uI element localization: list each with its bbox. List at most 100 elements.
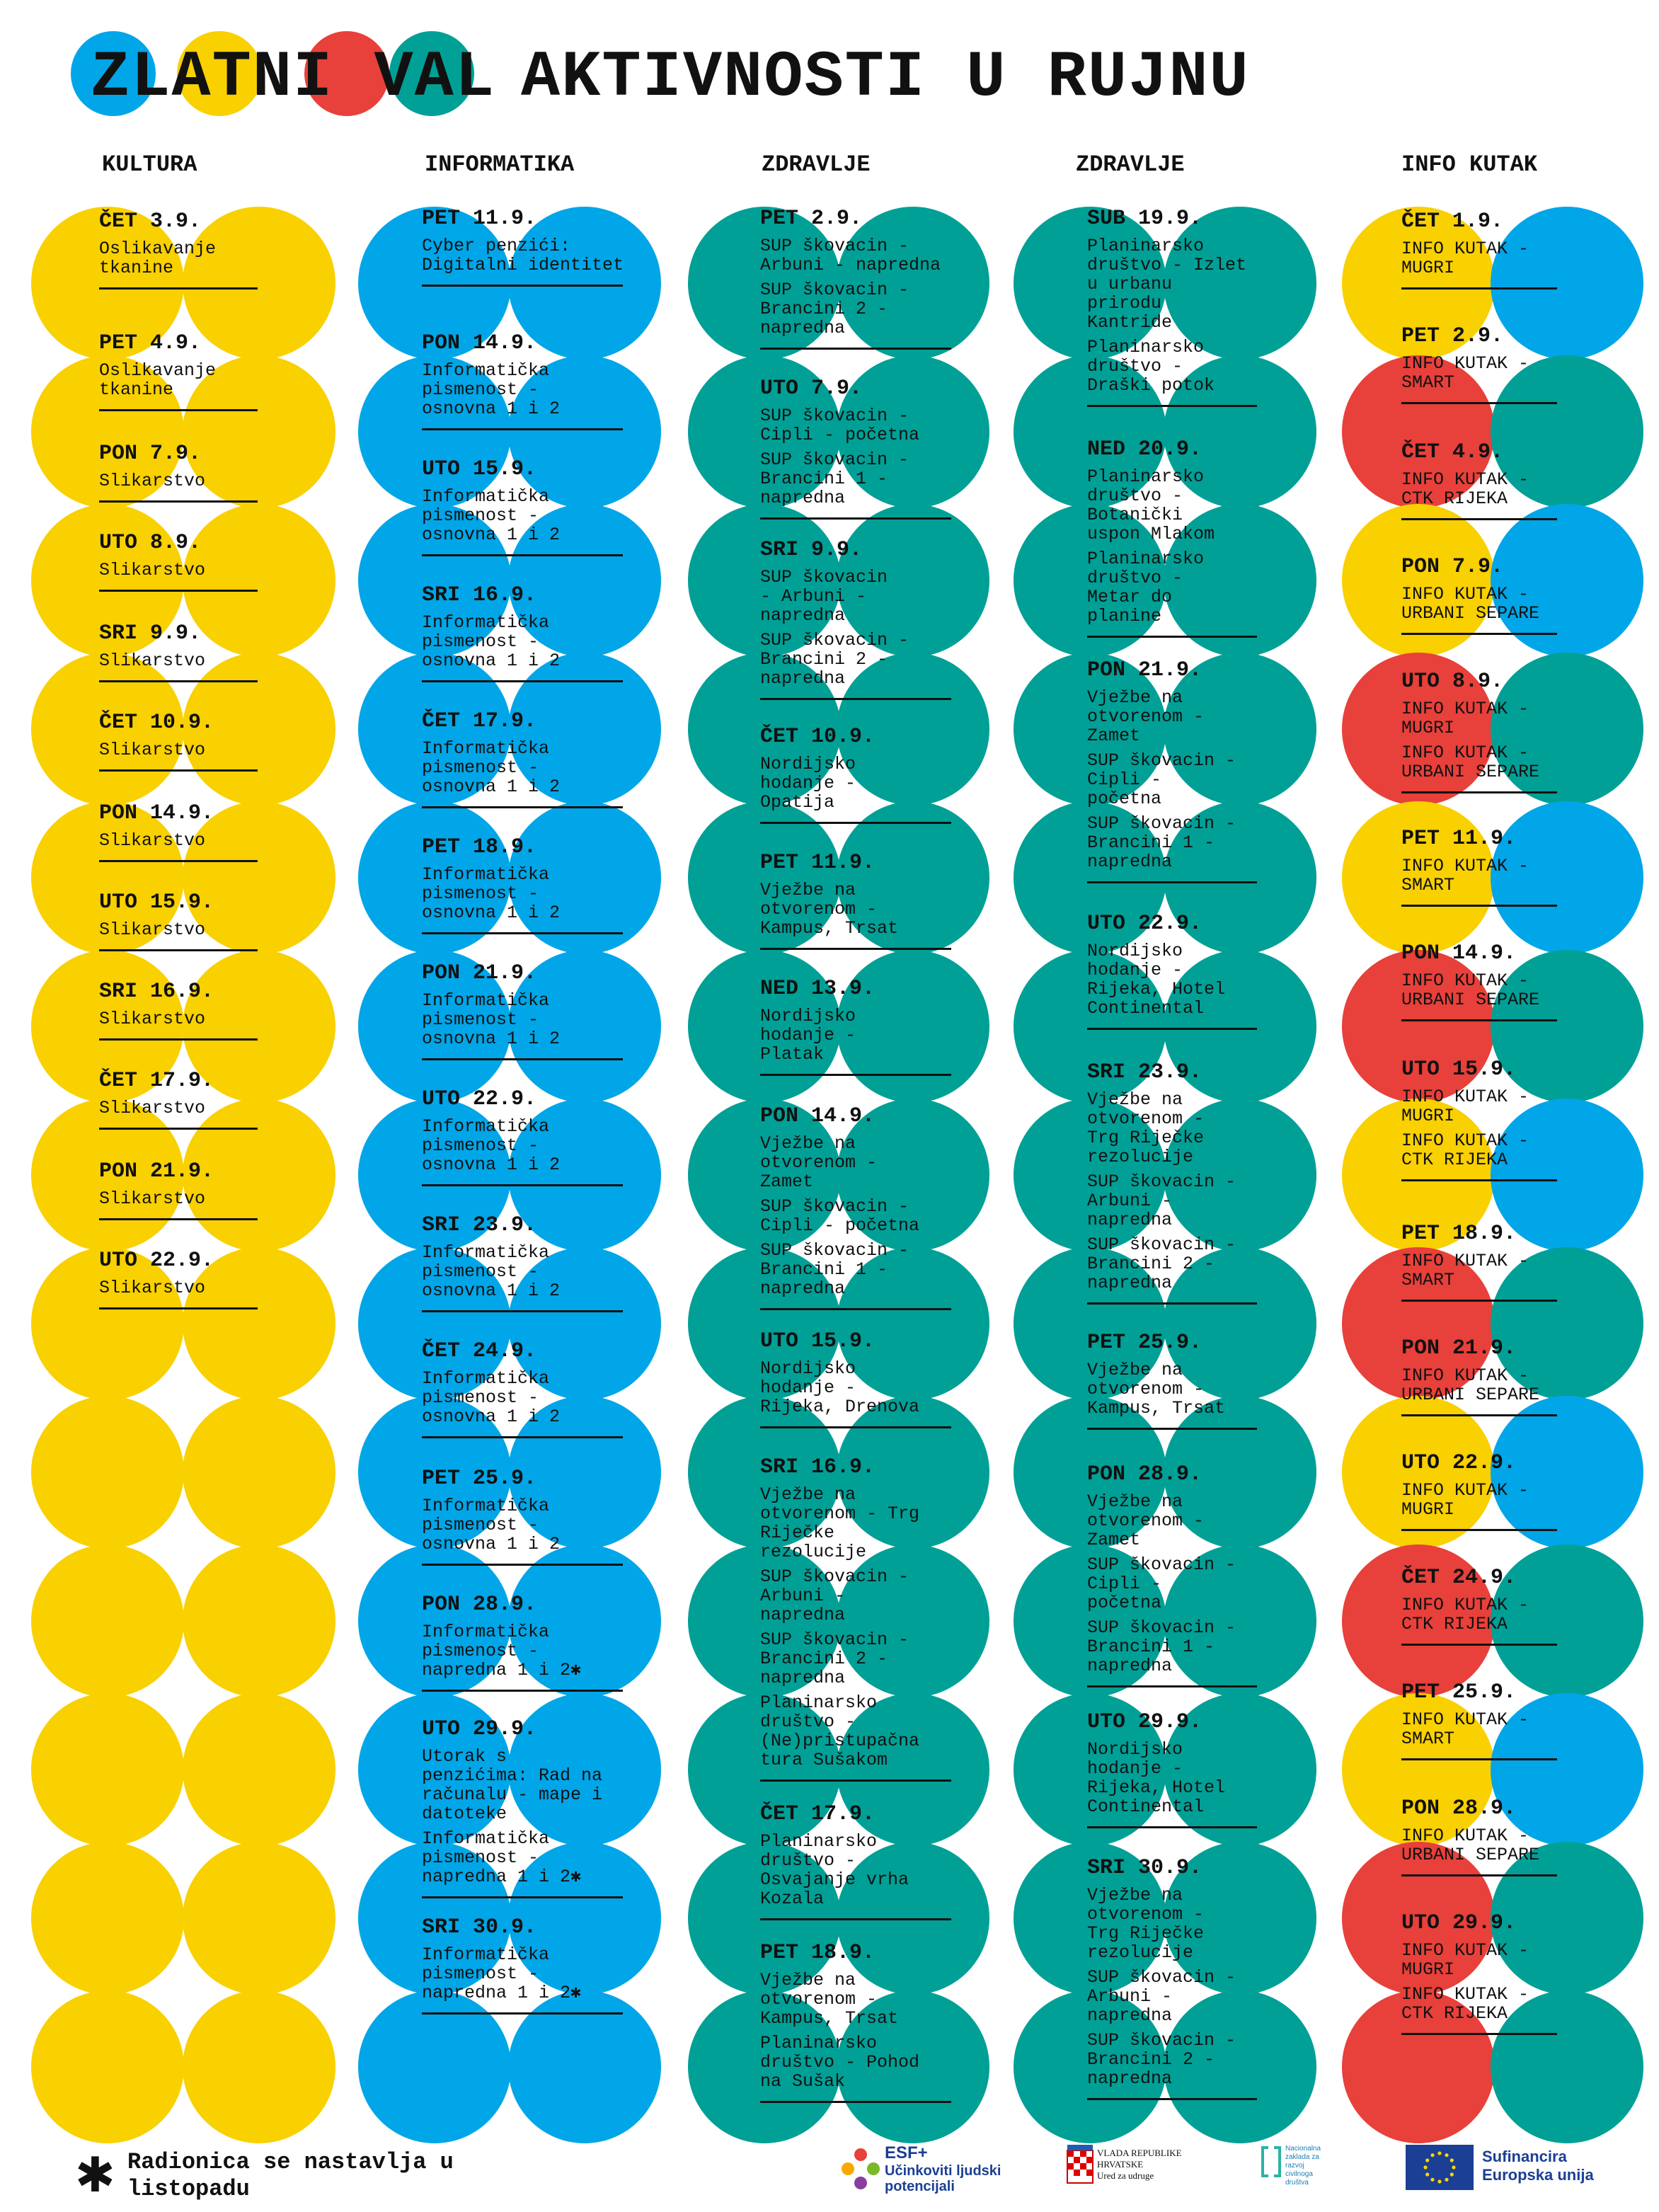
activity: SUP škovacin - Cipli - početna <box>760 1196 920 1236</box>
activity: SUP škovacin - Cipli - početna <box>1087 750 1236 809</box>
entry: PET 25.9. INFO KUTAK - SMART <box>1401 1680 1557 1760</box>
entry-date: SRI 23.9. <box>422 1213 537 1237</box>
deco-circle <box>688 1099 841 1251</box>
deco-circle <box>31 1545 184 1697</box>
deco-circle <box>1491 1396 1643 1549</box>
deco-circle <box>1014 1990 1166 2143</box>
column-heading: INFORMATIKA <box>425 151 575 178</box>
deco-circle <box>1342 1693 1495 1846</box>
deco-circle <box>508 1396 661 1549</box>
deco-circle <box>358 355 511 508</box>
entry: NED 13.9. Nordijsko hodanje - Platak <box>760 977 951 1076</box>
entry-date: SRI 30.9. <box>422 1915 537 1939</box>
activity: Planinarsko društvo - (Ne)pristupačna tu… <box>760 1692 920 1770</box>
deco-circle <box>1164 1693 1316 1846</box>
deco-circle <box>183 1842 335 1995</box>
activity: Vježbe na otvorenom - Zamet <box>1087 1491 1205 1550</box>
activity: SUP škovacin - Arbuni - napredna <box>1087 1171 1236 1230</box>
deco-circle <box>31 207 184 360</box>
activity: Slikarstvo <box>99 471 206 491</box>
deco-circle <box>837 1545 989 1697</box>
activity: Slikarstvo <box>99 1188 206 1209</box>
activity: INFO KUTAK - SMART <box>1401 353 1529 393</box>
underline <box>760 1426 951 1428</box>
underline <box>760 822 951 824</box>
entry-date: NED 20.9. <box>1087 437 1202 462</box>
entry: SRI 23.9. Informatička pismenost - osnovn… <box>422 1213 623 1312</box>
entry: PON 14.9. INFO KUTAK - URBANI SEPARE <box>1401 941 1557 1021</box>
entry: PON 28.9. Vježbe na otvorenom - Zamet SUP … <box>1087 1462 1257 1687</box>
entry-date: UTO 7.9. <box>760 377 863 401</box>
foundation-icon <box>1261 2146 1281 2177</box>
underline <box>1401 905 1557 907</box>
activity: SUP škovacin - Brancini 2 - napredna <box>1087 1234 1236 1293</box>
deco-circle <box>837 801 989 954</box>
underline <box>99 1128 258 1130</box>
underline <box>99 1307 258 1310</box>
underline <box>1401 1300 1557 1302</box>
deco-circle <box>1342 1396 1495 1549</box>
deco-circle <box>508 801 661 954</box>
deco-circle <box>31 1396 184 1549</box>
deco-circle <box>508 653 661 806</box>
underline <box>1401 518 1557 520</box>
entry-date: PET 2.9. <box>1401 324 1504 348</box>
entry-date: PET 25.9. <box>1401 1680 1517 1704</box>
column-heading: ZDRAVLJE <box>1076 151 1185 178</box>
underline <box>422 1896 623 1898</box>
entry: ČET 24.9. Informatička pismenost - osnovn… <box>422 1339 623 1438</box>
deco-circle <box>688 1247 841 1400</box>
deco-circle <box>183 504 335 657</box>
entry-date: ČET 17.9. <box>99 1069 214 1093</box>
subtitle: AKTIVNOSTI U RUJNU <box>521 40 1250 115</box>
activity: Utorak s penzićima: Rad na računalu - ma… <box>422 1746 603 1824</box>
entry: PON 14.9. Vježbe na otvorenom - Zamet SUP … <box>760 1104 951 1310</box>
entry-date: UTO 15.9. <box>760 1329 876 1353</box>
deco-circle <box>71 31 156 116</box>
deco-circle <box>183 207 335 360</box>
entry-date: UTO 29.9. <box>422 1717 537 1741</box>
entry-date: ČET 10.9. <box>760 725 876 749</box>
activity: Slikarstvo <box>99 1009 206 1029</box>
underline <box>422 680 623 682</box>
activity: SUP škovacin - Arbuni - napredna <box>760 1566 909 1625</box>
activity: INFO KUTAK - SMART <box>1401 1251 1529 1290</box>
underline <box>99 287 258 290</box>
deco-circle <box>1491 1545 1643 1697</box>
deco-circle <box>1014 1545 1166 1697</box>
activity: SUP škovacin - Arbuni - napredna <box>760 567 888 626</box>
entry: ČET 24.9. INFO KUTAK - CTK RIJEKA <box>1401 1566 1557 1646</box>
entry: UTO 29.9. Nordijsko hodanje - Rijeka, Hot… <box>1087 1710 1257 1828</box>
activity: SUP škovacin - Brancini 2 - napredna <box>1087 2030 1236 2089</box>
deco-circle <box>1491 1990 1643 2143</box>
deco-circle <box>183 1247 335 1400</box>
deco-circle <box>1342 355 1495 508</box>
entry: ČET 17.9. Planinarsko društvo - Osvajanje… <box>760 1802 951 1920</box>
activity: Cyber penzići: Digitalni identitet <box>422 236 624 275</box>
deco-circle <box>183 653 335 806</box>
deco-circle <box>837 207 989 360</box>
eu-flag <box>1406 2145 1474 2190</box>
activity: INFO KUTAK - MUGRI <box>1401 1940 1529 1980</box>
deco-circle <box>1491 653 1643 806</box>
entry-date: PON 21.9. <box>99 1159 214 1184</box>
deco-circle <box>1014 207 1166 360</box>
entry: SUB 19.9. Planinarsko društvo - Izlet u u… <box>1087 207 1257 407</box>
activity: Planinarsko društvo - Izlet u urbanu pri… <box>1087 236 1247 333</box>
entry: SRI 9.9. Slikarstvo <box>99 621 258 682</box>
activity: Planinarsko društvo - Botanički uspon Ml… <box>1087 466 1215 544</box>
entry: SRI 16.9. Slikarstvo <box>99 980 258 1041</box>
entry: SRI 16.9. Informatička pismenost - osnovn… <box>422 583 623 682</box>
activity: Informatička pismenost - osnovna 1 i 2 <box>422 738 561 797</box>
activity: Planinarsko društvo - Pohod na Sušak <box>760 2033 920 2092</box>
entry-date: UTO 15.9. <box>99 890 214 915</box>
deco-circle <box>1342 653 1495 806</box>
entry: PET 25.9. Vježbe na otvorenom - Kampus, T… <box>1087 1331 1257 1430</box>
deco-circle <box>508 1990 661 2143</box>
activity: INFO KUTAK - URBANI SEPARE <box>1401 743 1540 782</box>
deco-circle <box>31 950 184 1103</box>
deco-circle <box>1164 355 1316 508</box>
activity: INFO KUTAK - MUGRI <box>1401 239 1529 278</box>
deco-circle <box>183 801 335 954</box>
entry: UTO 22.9. Slikarstvo <box>99 1249 258 1310</box>
